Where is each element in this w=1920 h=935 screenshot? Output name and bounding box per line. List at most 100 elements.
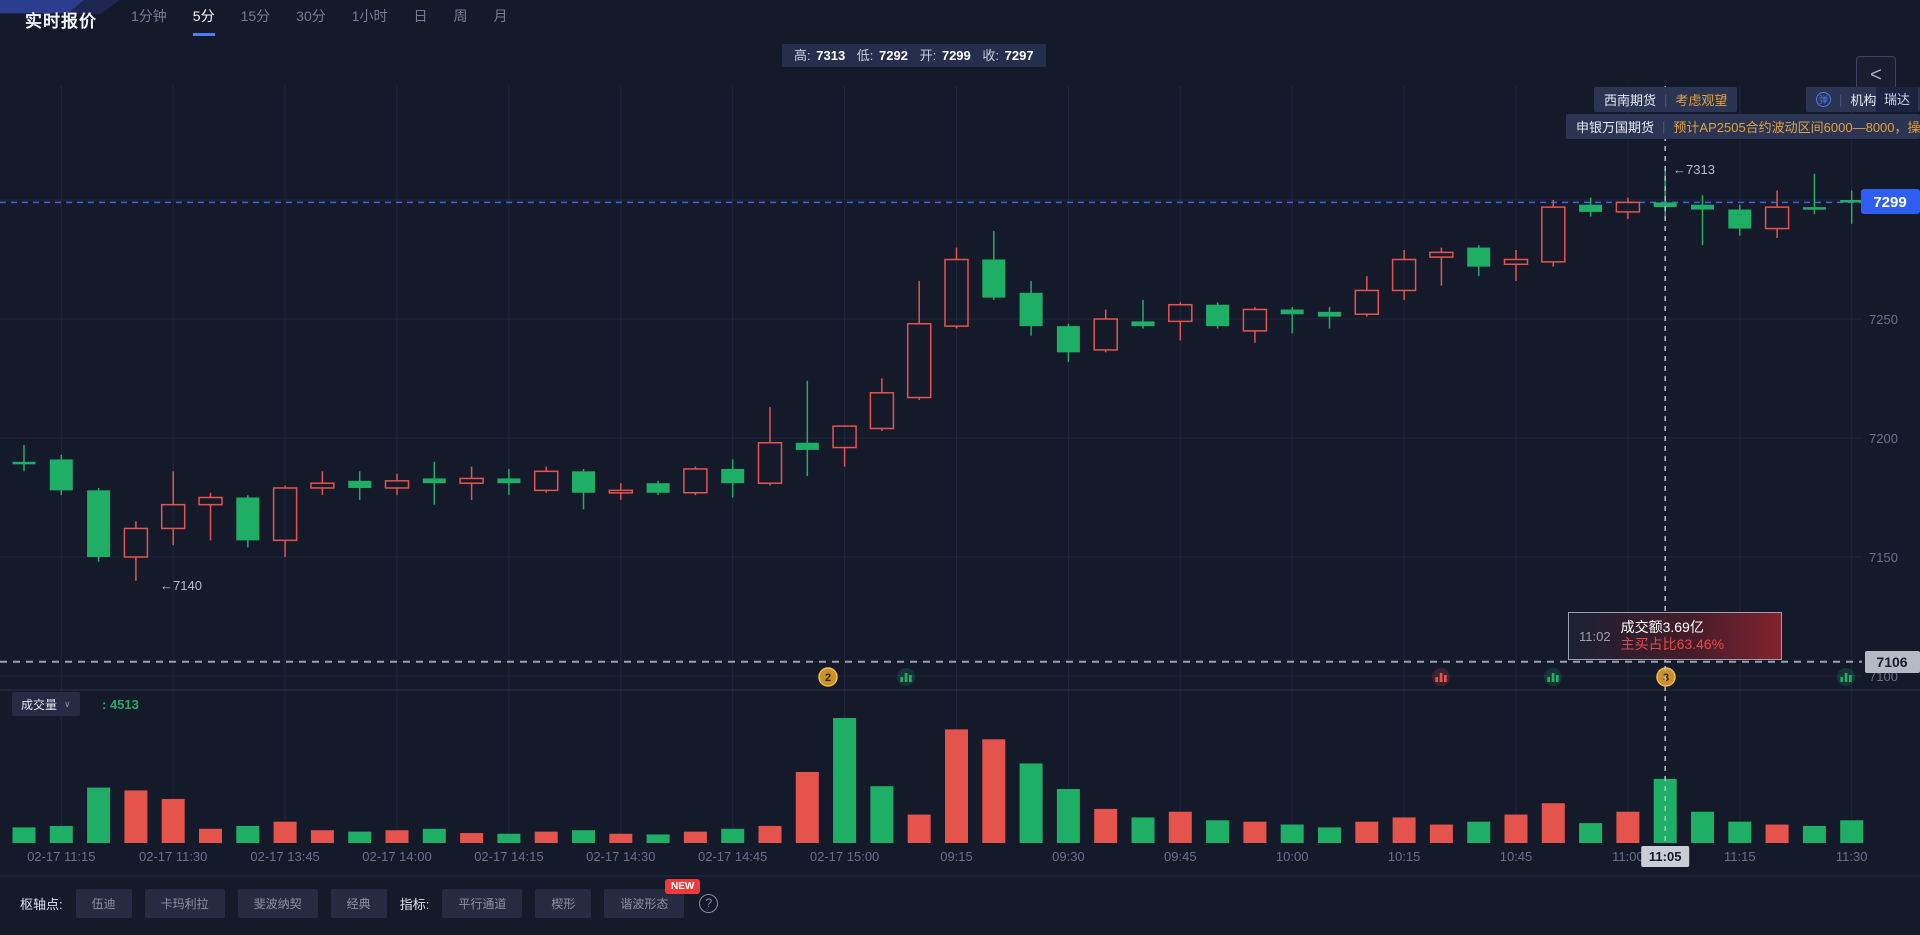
candle-13:40[interactable] [236, 495, 260, 548]
tab-30分[interactable]: 30分 [296, 8, 326, 24]
volume-bar[interactable] [1280, 824, 1304, 843]
candle-11:15[interactable] [1728, 204, 1752, 236]
tab-日[interactable]: 日 [413, 8, 428, 24]
volume-bar[interactable] [1056, 789, 1080, 843]
volume-bar[interactable] [870, 786, 894, 843]
volume-bar[interactable] [236, 825, 260, 843]
tab-月[interactable]: 月 [493, 8, 508, 24]
candle-14:40[interactable] [683, 466, 708, 496]
volume-bar[interactable] [49, 825, 73, 843]
volume-bar[interactable] [161, 798, 185, 843]
candle-10:35[interactable] [1429, 247, 1454, 286]
candle-14:00[interactable] [384, 473, 410, 496]
tab-1小时[interactable]: 1小时 [351, 8, 388, 24]
candle-10:55[interactable] [1579, 197, 1603, 217]
tab-周[interactable]: 周 [453, 8, 468, 24]
volume-bar[interactable] [1355, 821, 1379, 843]
volume-bar[interactable] [945, 729, 968, 843]
candle-14:55[interactable] [795, 380, 819, 477]
candle-14:35[interactable] [646, 480, 670, 496]
volume-bar[interactable] [422, 828, 446, 843]
signal-marker[interactable] [1837, 668, 1855, 686]
volume-bar[interactable] [1765, 824, 1789, 843]
candle-11:25[interactable] [1802, 173, 1826, 215]
toolbar-button-卡玛利拉[interactable]: 卡玛利拉 [144, 889, 225, 918]
toolbar-button-平行通道[interactable]: 平行通道 [442, 889, 523, 918]
candle-11:20[interactable] [1764, 190, 1790, 239]
volume-bar[interactable] [534, 831, 558, 843]
candle-09:10[interactable] [906, 280, 932, 400]
signal-marker[interactable] [1432, 668, 1450, 686]
volume-bar[interactable] [1579, 823, 1603, 843]
volume-bar[interactable] [1467, 821, 1491, 843]
candle-11:10[interactable] [1691, 195, 1714, 246]
volume-bar[interactable] [273, 821, 297, 843]
volume-bar[interactable] [1728, 821, 1752, 843]
candle-10:15[interactable] [1391, 249, 1417, 300]
volume-bar[interactable] [1616, 811, 1640, 843]
candle-14:05[interactable] [422, 461, 446, 505]
coin-marker[interactable]: 2 [818, 667, 838, 687]
candle-11:15[interactable] [49, 454, 73, 496]
candle-13:35[interactable] [198, 492, 223, 541]
volume-bar[interactable] [385, 830, 409, 843]
candle-14:20[interactable] [533, 466, 559, 493]
volume-bar[interactable] [1094, 808, 1118, 843]
toolbar-button-楔形[interactable]: 楔形 [535, 889, 592, 918]
candle-14:45[interactable] [721, 459, 745, 498]
candle-15:00[interactable] [832, 425, 857, 467]
volume-bar[interactable] [721, 828, 745, 843]
volume-bar[interactable] [609, 833, 633, 843]
candle-09:20[interactable] [982, 230, 1006, 300]
tab-5分[interactable]: 5分 [192, 0, 215, 36]
candle-11:25[interactable] [123, 521, 149, 581]
volume-bar[interactable] [758, 825, 782, 843]
candle-10:00[interactable] [1280, 307, 1304, 334]
volume-bar[interactable] [795, 771, 819, 843]
volume-bar[interactable] [1318, 827, 1341, 843]
volume-bar[interactable] [1840, 820, 1864, 843]
volume-bar[interactable] [572, 830, 595, 843]
coin-marker[interactable]: 3 [1656, 667, 1676, 687]
candle-09:55[interactable] [1242, 307, 1268, 343]
volume-bar[interactable] [1691, 811, 1714, 843]
tab-15分[interactable]: 15分 [240, 8, 271, 24]
candle-09:30[interactable] [1056, 323, 1080, 362]
volume-bar[interactable] [1802, 825, 1826, 843]
volume-bar[interactable] [1131, 817, 1155, 843]
signal-marker[interactable] [897, 668, 915, 686]
candle-09:05[interactable] [869, 378, 895, 431]
candle-10:45[interactable] [1503, 249, 1529, 281]
candle-14:15[interactable] [497, 468, 521, 496]
volume-bar[interactable] [12, 827, 36, 843]
news-badge-ruida[interactable]: 瑞达 [1876, 87, 1919, 112]
signal-marker[interactable] [1544, 668, 1562, 686]
candle-09:50[interactable] [1206, 302, 1230, 329]
candle-14:10[interactable] [459, 466, 484, 500]
volume-bar[interactable] [348, 831, 372, 843]
volume-bar[interactable] [833, 718, 857, 843]
candle-11:20[interactable] [87, 487, 111, 562]
candle-09:40[interactable] [1131, 299, 1155, 329]
candle-14:25[interactable] [572, 468, 595, 510]
volume-bar[interactable] [199, 828, 222, 843]
candle-09:45[interactable] [1168, 302, 1193, 341]
candle-11:30[interactable] [160, 471, 186, 546]
volume-bar[interactable] [1504, 814, 1528, 843]
news-badge-shenyin[interactable]: 申银万国期货 | 预计AP2505合约波动区间6000—8000，操作上建议 [1566, 114, 1920, 139]
toolbar-button-伍迪[interactable]: 伍迪 [75, 889, 132, 918]
tab-1分钟[interactable]: 1分钟 [131, 8, 167, 24]
candle-09:35[interactable] [1093, 309, 1118, 353]
candle-10:05[interactable] [1318, 307, 1341, 329]
volume-bar[interactable] [1429, 824, 1453, 843]
candle-13:45[interactable] [272, 485, 298, 557]
candle-10:50[interactable] [1541, 200, 1566, 267]
candle-11:30[interactable] [1840, 190, 1864, 224]
volume-bar[interactable] [1168, 811, 1192, 843]
candle-14:30[interactable] [608, 483, 634, 500]
volume-bar[interactable] [1541, 803, 1565, 843]
toolbar-button-谐波形态[interactable]: 谐波形态 NEW [604, 879, 701, 918]
volume-bar[interactable] [646, 834, 670, 843]
news-badge-southwest[interactable]: 西南期货 | 考虑观望 [1594, 87, 1738, 112]
